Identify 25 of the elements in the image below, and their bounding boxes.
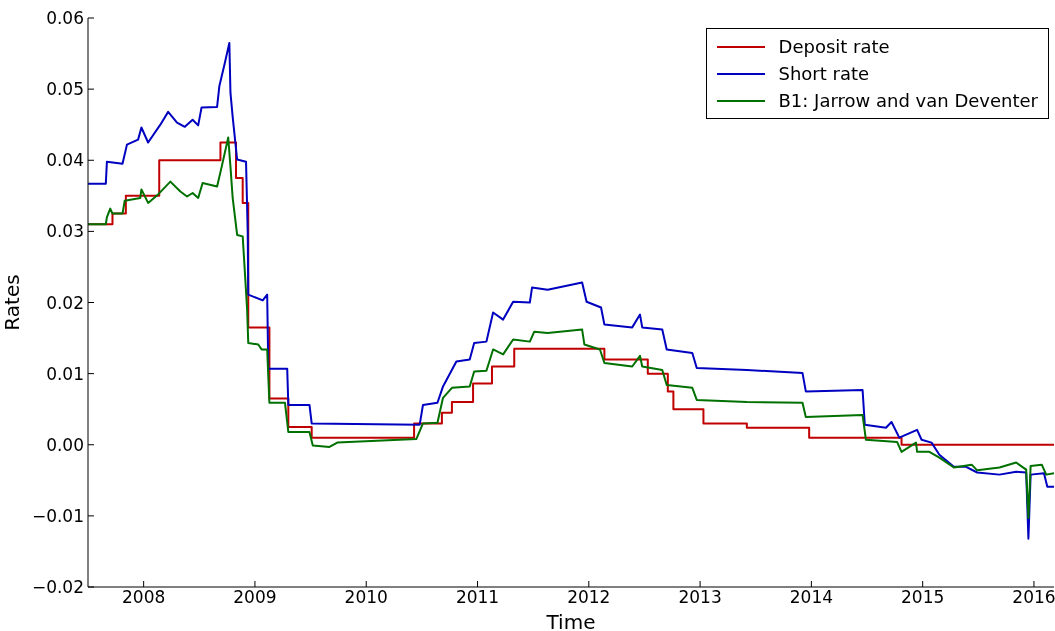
x-tick-label: 2013	[678, 587, 722, 608]
x-tick-label: 2009	[233, 587, 277, 608]
x-tick-label: 2011	[455, 587, 500, 608]
legend-label: Short rate	[778, 62, 870, 86]
y-tick-label: −0.01	[31, 505, 84, 526]
y-tick-label: 0.02	[46, 292, 84, 313]
y-tick-label: −0.02	[31, 577, 84, 598]
y-tick-label: 0.04	[46, 150, 84, 171]
x-tick-label: 2008	[122, 587, 166, 608]
y-tick-label: 0.05	[46, 79, 84, 100]
y-tick-label: 0.01	[46, 363, 84, 384]
line-series	[88, 41, 1054, 540]
legend-label: Deposit rate	[778, 35, 890, 59]
x-tick-label: 2016	[1012, 587, 1055, 608]
y-tick-label: 0.03	[46, 221, 84, 242]
x-tick-label: 2012	[567, 587, 611, 608]
y-tick-label: 0.00	[46, 434, 84, 455]
x-tick-label: 2010	[344, 587, 388, 608]
x-tick-label: 2015	[901, 587, 945, 608]
x-tick-label: 2014	[789, 587, 834, 608]
x-axis-title: Time	[545, 610, 596, 631]
y-tick-label: 0.06	[46, 8, 84, 29]
legend-label: B1: Jarrow and van Deventer	[778, 89, 1038, 113]
y-axis-title: Rates	[0, 274, 25, 331]
line-series	[88, 136, 1054, 520]
